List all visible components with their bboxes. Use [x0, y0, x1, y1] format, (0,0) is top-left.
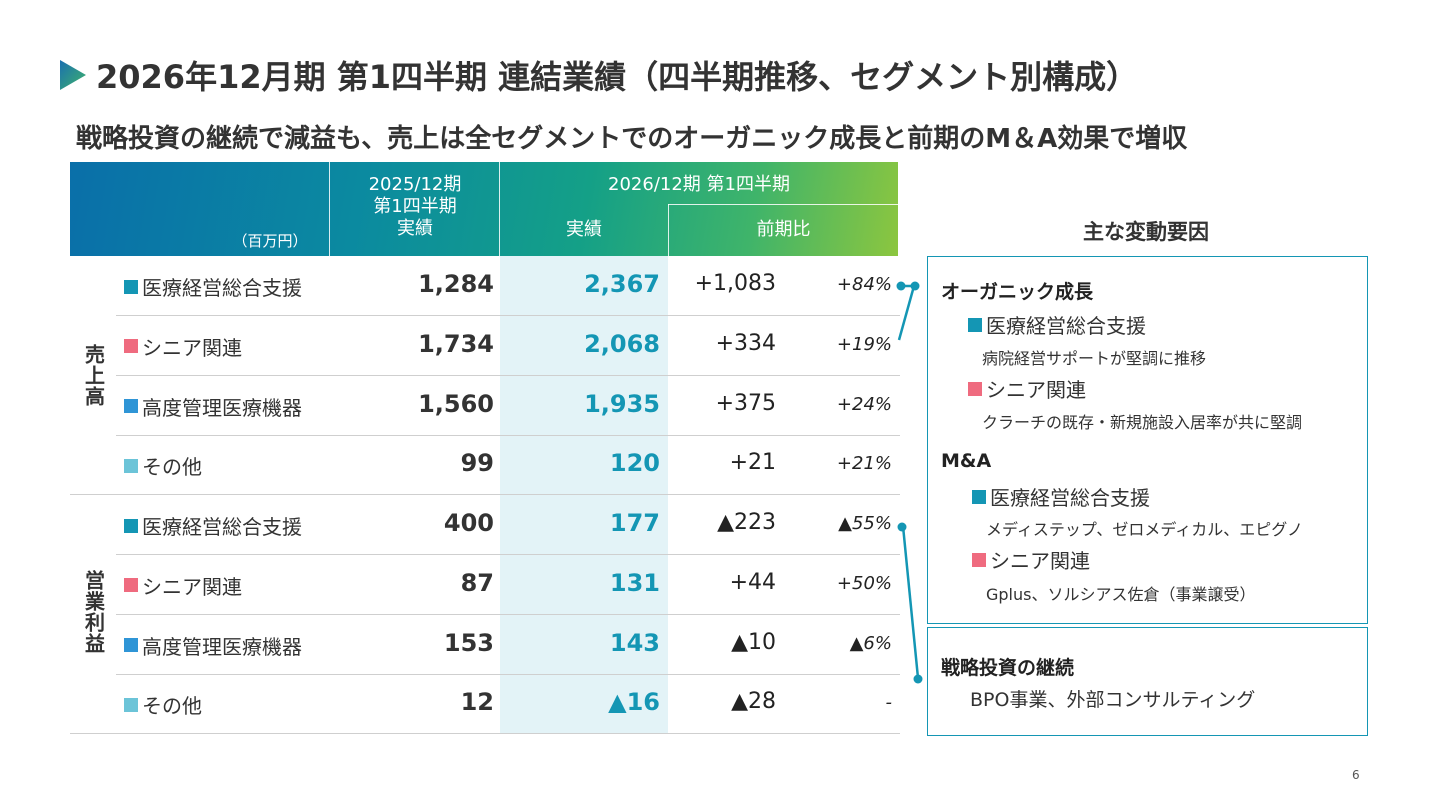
yoy-header: 前期比: [756, 219, 811, 240]
organic-senior: シニア関連: [968, 374, 1086, 403]
diff-value: ▲223: [717, 510, 776, 535]
segment-label: その他: [124, 451, 202, 480]
segment-label: 医療経営総合支援: [124, 511, 302, 540]
diff-value: +44: [729, 569, 776, 595]
prev-value: 1,734: [418, 329, 494, 358]
page-subtitle: 戦略投資の継続で減益も、売上は全セグメントでのオーガニック成長と前期のM＆A効果…: [76, 124, 1188, 154]
current-value: 2,367: [584, 270, 660, 298]
pct-value: ▲6%: [849, 632, 892, 654]
table-row: その他 12 ▲16 ▲28 -: [70, 674, 900, 735]
diff-value: +334: [715, 330, 776, 356]
segment-color-square: [124, 458, 138, 473]
table-row: 医療経営総合支援 400 177 ▲223 ▲55%: [70, 495, 900, 555]
strategic-heading: 戦略投資の継続: [941, 657, 1075, 679]
segment-color-square: [124, 578, 138, 593]
organic-senior-note: クラーチの既存・新規施設入居率が共に堅調: [982, 413, 1303, 432]
table-row: 医療経営総合支援 1,284 2,367 +1,083 +84%: [70, 256, 900, 316]
current-value: 143: [609, 628, 660, 657]
page-title: 2026年12月期 第1四半期 連結業績（四半期推移、セグメント別構成）: [96, 58, 1139, 96]
organic-medical: 医療経営総合支援: [968, 310, 1146, 339]
diff-value: +1,083: [694, 271, 776, 296]
current-year-header: 2026/12期 第1四半期: [608, 174, 790, 195]
strategic-investment-box: 戦略投資の継続 BPO事業、外部コンサルティング: [927, 627, 1368, 736]
operating-profit-section-label: 営業利益: [81, 570, 106, 654]
current-value: 131: [609, 568, 660, 597]
medical-color-square: [972, 489, 986, 504]
pct-value: +19%: [836, 333, 892, 355]
segment-label: 医療経営総合支援: [124, 272, 302, 301]
segment-color-square: [124, 638, 138, 652]
diff-value: ▲28: [731, 689, 776, 715]
current-value: 1,935: [584, 389, 660, 418]
sales-section-label: 売上高: [81, 344, 106, 407]
senior-color-square: [972, 552, 986, 567]
segment-label: シニア関連: [124, 332, 242, 361]
segment-label: その他: [124, 690, 202, 719]
ma-heading: M&A: [941, 450, 992, 472]
current-value: 177: [609, 509, 660, 537]
ma-senior: シニア関連: [972, 545, 1090, 574]
play-arrow-icon: [60, 60, 86, 90]
ma-medical-note: メディステップ、ゼロメディカル、エピグノ: [986, 520, 1303, 539]
pct-value: -: [885, 692, 893, 714]
segment-color-square: [124, 279, 138, 294]
table-header: （百万円） 2025/12期 第1四半期 実績 2026/12期 第1四半期 実…: [70, 162, 898, 256]
medical-color-square: [968, 317, 982, 332]
prev-value: 87: [460, 568, 494, 597]
results-table: （百万円） 2025/12期 第1四半期 実績 2026/12期 第1四半期 実…: [70, 162, 900, 735]
segment-label: 高度管理医療機器: [124, 631, 302, 660]
actual-header: 実績: [566, 219, 602, 240]
organic-medical-note: 病院経営サポートが堅調に推移: [982, 349, 1207, 368]
strategic-text: BPO事業、外部コンサルティング: [970, 689, 1256, 711]
diff-value: ▲10: [731, 629, 776, 655]
segment-color-square: [124, 518, 138, 533]
segment-color-square: [124, 697, 138, 712]
factors-title: 主な変動要因: [1083, 220, 1209, 244]
current-value: ▲16: [608, 688, 660, 717]
segment-color-square: [124, 339, 138, 354]
prev-value: 400: [443, 509, 494, 537]
segment-label: 高度管理医療機器: [124, 392, 302, 421]
prev-value: 1,560: [418, 389, 494, 418]
pct-value: +24%: [836, 393, 892, 415]
segment-color-square: [124, 399, 138, 413]
pct-value: +21%: [836, 453, 892, 475]
prev-value: 99: [460, 449, 494, 478]
current-value: 120: [609, 449, 660, 478]
ma-senior-note: Gplus、ソルシアス佐倉（事業譲受）: [986, 585, 1256, 604]
pct-value: +50%: [836, 572, 892, 594]
diff-value: +375: [715, 390, 776, 416]
pct-value: +84%: [836, 274, 892, 295]
current-value: 2,068: [584, 329, 660, 358]
table-row: 高度管理医療機器 153 143 ▲10 ▲6%: [70, 615, 900, 675]
pct-value: ▲55%: [838, 513, 892, 534]
table-row: その他 99 120 +21 +21%: [70, 435, 900, 496]
prev-value: 1,284: [418, 270, 494, 298]
organic-heading: オーガニック成長: [941, 281, 1094, 303]
growth-factors-box: オーガニック成長 医療経営総合支援 病院経営サポートが堅調に推移 シニア関連 ク…: [927, 256, 1368, 624]
diff-value: +21: [729, 450, 776, 476]
table-row: シニア関連 87 131 +44 +50%: [70, 555, 900, 615]
table-row: シニア関連 1,734 2,068 +334 +19%: [70, 316, 900, 376]
segment-label: シニア関連: [124, 571, 242, 600]
ma-medical: 医療経営総合支援: [972, 482, 1150, 511]
unit-label: （百万円）: [232, 232, 308, 250]
title-row: 2026年12月期 第1四半期 連結業績（四半期推移、セグメント別構成）: [58, 52, 1138, 98]
prev-value: 12: [460, 688, 494, 717]
senior-color-square: [968, 381, 982, 396]
page-number: 6: [1352, 768, 1360, 782]
table-row: 高度管理医療機器 1,560 1,935 +375 +24%: [70, 376, 900, 436]
prev-year-header: 2025/12期 第1四半期 実績: [368, 174, 462, 239]
prev-value: 153: [443, 628, 494, 657]
